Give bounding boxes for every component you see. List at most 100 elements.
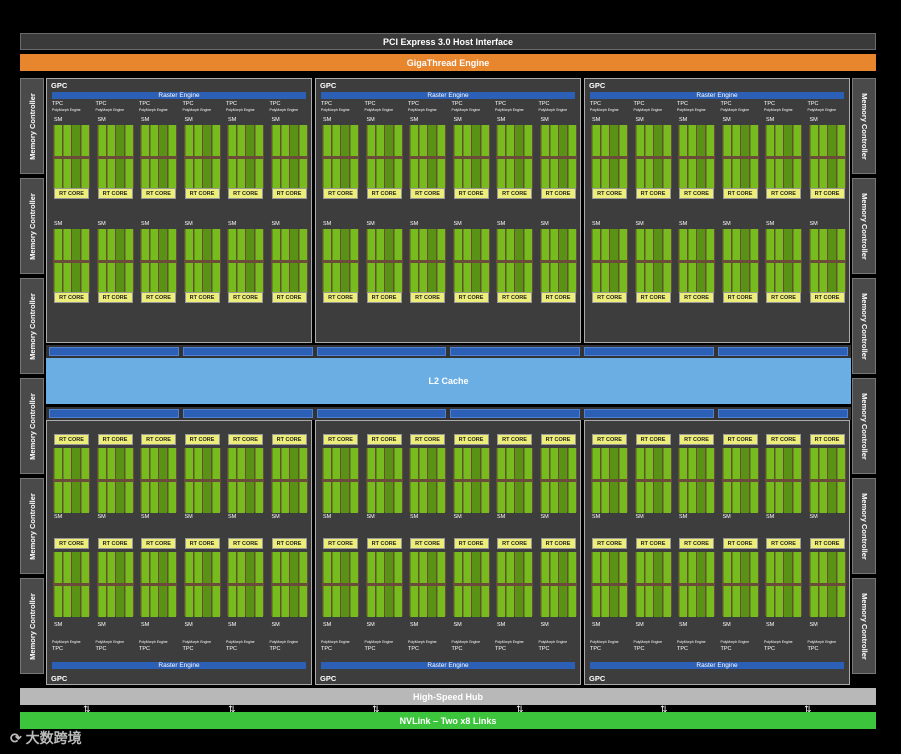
cuda-core-cell: [237, 586, 245, 617]
cuda-core-cell: [184, 482, 193, 513]
cuda-core-cell: [428, 125, 436, 156]
sm-cuda-block: [678, 229, 715, 294]
cuda-core-cell: [81, 586, 89, 617]
cuda-core-cell: [97, 229, 106, 260]
cuda-core-cell: [350, 229, 358, 260]
rt-core: RT CORE: [228, 538, 263, 549]
cuda-core-cell: [749, 482, 758, 513]
cuda-core-cell: [289, 552, 298, 583]
cuda-core-cell: [350, 159, 358, 190]
cuda-core-cell: [81, 263, 89, 294]
cuda-core-cell: [722, 159, 731, 190]
cuda-core-cell: [384, 263, 393, 294]
cuda-core-cell: [462, 586, 471, 617]
cuda-core-row: [592, 229, 627, 260]
cuda-core-cell: [211, 263, 220, 294]
rt-core: RT CORE: [766, 538, 801, 549]
cuda-core-cell: [332, 482, 340, 513]
memory-controller-left-2: Memory Controller: [20, 178, 44, 274]
sm-label: SM: [497, 221, 506, 227]
cuda-core-cell: [289, 482, 298, 513]
cuda-core-cell: [159, 229, 167, 260]
sm-label: SM: [722, 514, 731, 520]
cuda-core-row: [497, 159, 532, 190]
cuda-core-cell: [184, 229, 193, 260]
cuda-core-row: [184, 229, 220, 260]
sm-cuda-block: [270, 229, 308, 294]
cuda-core-row: [141, 586, 176, 617]
sm-label: SM: [592, 221, 601, 227]
cuda-core-row: [766, 263, 801, 294]
cuda-core-cell: [809, 229, 818, 260]
cuda-core-cell: [168, 448, 176, 479]
rt-core: RT CORE: [271, 538, 307, 549]
cuda-core-cell: [228, 159, 236, 190]
cuda-core-cell: [688, 263, 696, 294]
cuda-core-cell: [97, 482, 106, 513]
cuda-core-cell: [141, 586, 149, 617]
double-arrow-icon: ⇅: [804, 704, 812, 714]
tpc: TPC PolyMorph Engine SM RT CORE SM RT CORE: [452, 426, 491, 673]
cuda-core-cell: [749, 552, 758, 583]
cuda-core-row: [453, 448, 489, 479]
cuda-core-cell: [54, 229, 62, 260]
cuda-core-cell: [384, 125, 393, 156]
cuda-core-cell: [740, 448, 749, 479]
cuda-core-cell: [706, 552, 714, 583]
raster-engine: Raster Engine: [590, 92, 844, 99]
cuda-core-cell: [722, 552, 731, 583]
tpc: TPC PolyMorph Engine SM RT CORE SM RT CORE: [495, 101, 534, 348]
cuda-core-cell: [410, 263, 418, 294]
cuda-core-cell: [72, 229, 80, 260]
cuda-core-cell: [635, 159, 644, 190]
cuda-core-cell: [289, 586, 298, 617]
cuda-core-cell: [437, 482, 445, 513]
cuda-core-cell: [706, 229, 714, 260]
cuda-core-cell: [515, 448, 523, 479]
cuda-core-row: [228, 482, 263, 513]
cuda-core-row: [228, 125, 263, 156]
cuda-core-cell: [375, 229, 384, 260]
cuda-core-row: [184, 448, 220, 479]
cuda-core-cell: [168, 263, 176, 294]
cuda-core-cell: [497, 552, 505, 583]
cuda-core-cell: [610, 586, 618, 617]
cuda-core-row: [141, 159, 176, 190]
cuda-core-cell: [601, 263, 609, 294]
polymorph-engine-label: PolyMorph Engine: [182, 108, 212, 112]
tpc-label: TPC: [321, 646, 332, 652]
tpc-label: TPC: [408, 646, 419, 652]
sm-label: SM: [228, 514, 237, 520]
cuda-core-cell: [549, 482, 558, 513]
cuda-core-row: [366, 125, 402, 156]
cuda-core-row: [410, 448, 445, 479]
rt-core: RT CORE: [766, 188, 801, 199]
cuda-core-cell: [731, 552, 740, 583]
sm-label: SM: [323, 514, 332, 520]
sm-label: SM: [184, 117, 193, 123]
cuda-core-cell: [366, 125, 375, 156]
cuda-core-cell: [419, 263, 427, 294]
cuda-core-cell: [644, 552, 653, 583]
tpc-label: TPC: [95, 101, 107, 107]
tpc: TPC PolyMorph Engine SM RT CORE SM RT CORE: [139, 426, 178, 673]
cuda-core-cell: [836, 263, 845, 294]
cuda-core-cell: [679, 125, 687, 156]
cuda-core-cell: [679, 263, 687, 294]
cuda-core-row: [809, 482, 845, 513]
tpc-label: TPC: [52, 646, 63, 652]
cuda-core-row: [679, 263, 714, 294]
sm-cuda-block: [53, 229, 90, 294]
rt-core: RT CORE: [323, 292, 358, 303]
cuda-core-cell: [150, 448, 158, 479]
cuda-core-row: [540, 448, 576, 479]
cuda-core-cell: [384, 586, 393, 617]
rt-core: RT CORE: [97, 188, 133, 199]
cuda-core-cell: [558, 552, 567, 583]
sm-cuda-block: [409, 448, 446, 513]
cuda-core-cell: [809, 482, 818, 513]
cuda-core-cell: [471, 159, 480, 190]
tpc-label: TPC: [720, 646, 732, 652]
polymorph-engine-label: PolyMorph Engine: [764, 108, 793, 112]
rt-core: RT CORE: [540, 188, 576, 199]
